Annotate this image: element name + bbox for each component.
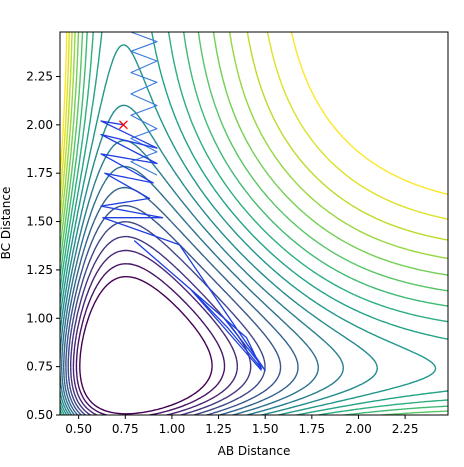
x-tick-label: 2.25 <box>392 422 419 436</box>
y-axis-ticks: 0.50 0.75 1.00 1.25 1.50 1.75 2.00 2.25 <box>26 69 60 422</box>
contour-level-line <box>72 249 238 415</box>
y-tick-label: 2.25 <box>26 69 53 83</box>
contour-level-line <box>79 276 213 415</box>
trajectory-line <box>100 120 266 372</box>
contour-level-line <box>60 32 448 260</box>
start-marker-layer <box>118 120 128 130</box>
y-tick-label: 0.50 <box>26 408 53 422</box>
y-tick-label: 2.00 <box>26 118 53 132</box>
faint-trajectory-line <box>130 32 158 176</box>
y-tick-label: 1.00 <box>26 311 53 325</box>
contour-level-line <box>60 44 437 415</box>
contour-level-line <box>60 139 344 415</box>
y-tick-label: 1.25 <box>26 263 53 277</box>
trajectory-layer <box>100 32 266 372</box>
contour-level-line <box>60 32 448 415</box>
contour-level-line <box>63 186 299 415</box>
contour-level-line <box>60 104 378 415</box>
x-tick-label: 1.00 <box>159 422 186 436</box>
x-tick-label: 1.25 <box>205 422 232 436</box>
y-tick-label: 0.75 <box>26 360 53 374</box>
contour-level-line <box>61 165 319 415</box>
x-axis-label: AB Distance <box>218 444 291 458</box>
x-tick-label: 1.50 <box>252 422 279 436</box>
x-tick-label: 1.75 <box>298 422 325 436</box>
contour-level-line <box>65 204 282 415</box>
contour-level-line <box>60 32 448 415</box>
y-tick-label: 1.50 <box>26 215 53 229</box>
start-point-marker <box>118 120 128 130</box>
y-axis-label: BC Distance <box>0 187 13 260</box>
contour-level-line <box>60 32 448 241</box>
x-axis-ticks: 0.50 0.75 1.00 1.25 1.50 1.75 2.00 2.25 <box>65 415 418 436</box>
plot-frame <box>59 31 449 416</box>
contour-level-line <box>60 32 448 415</box>
contour-level-line <box>60 32 448 415</box>
contour-level-line <box>75 263 226 415</box>
y-tick-label: 1.75 <box>26 166 53 180</box>
x-tick-label: 2.00 <box>345 422 372 436</box>
x-tick-label: 0.75 <box>112 422 139 436</box>
x-tick-label: 0.50 <box>65 422 92 436</box>
contour-level-line <box>60 32 448 415</box>
